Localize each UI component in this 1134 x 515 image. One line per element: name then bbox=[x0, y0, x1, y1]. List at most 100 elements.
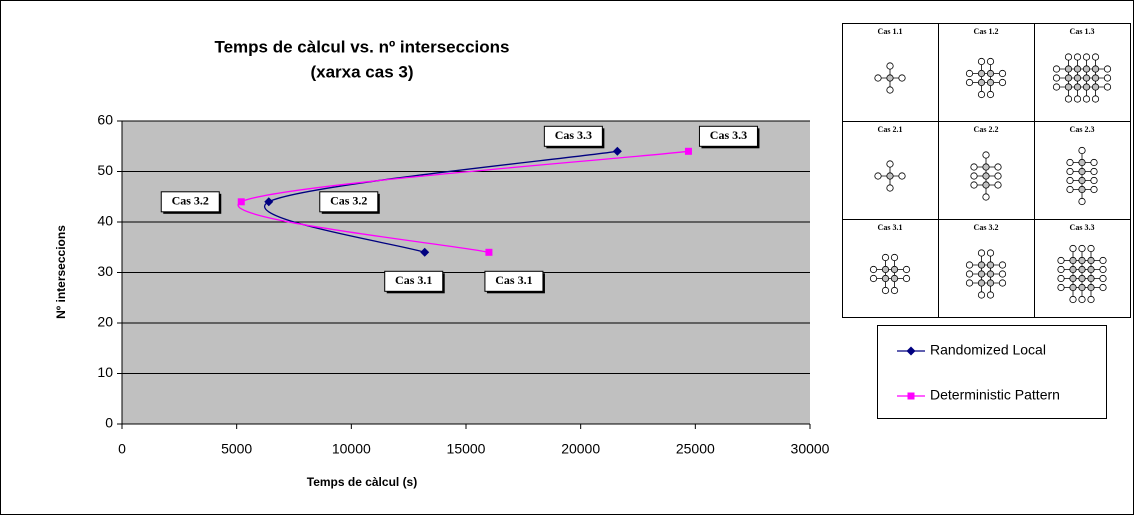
diagram-node bbox=[1078, 197, 1086, 206]
diagram-node bbox=[965, 78, 974, 87]
diagram-node bbox=[977, 90, 986, 99]
diagram-node bbox=[1064, 53, 1073, 61]
chart-title: Temps de càlcul vs. nº interseccions bbox=[214, 37, 509, 56]
diagram-node bbox=[1090, 185, 1098, 194]
diagram-node bbox=[986, 69, 995, 78]
diagram-node bbox=[1064, 65, 1073, 73]
diagram-node bbox=[1087, 283, 1095, 292]
x-tick-label: 30000 bbox=[791, 441, 830, 457]
diagram-node bbox=[1057, 283, 1065, 292]
diagram-node bbox=[1099, 283, 1107, 292]
x-tick-label: 25000 bbox=[676, 441, 715, 457]
marker bbox=[906, 346, 916, 356]
diagram-node bbox=[982, 151, 990, 159]
marker bbox=[264, 197, 274, 207]
point-label-box bbox=[160, 191, 220, 213]
diagram-node bbox=[1069, 265, 1077, 274]
diagram-node bbox=[982, 163, 990, 171]
diagram-node bbox=[869, 274, 878, 283]
diagram-node bbox=[1087, 274, 1095, 283]
diagram-node bbox=[902, 265, 911, 274]
case-label: Cas 1.3 bbox=[1070, 27, 1095, 36]
diagram-node bbox=[1090, 158, 1098, 167]
case-label: Cas 3.1 bbox=[878, 223, 903, 232]
diagram-node bbox=[986, 270, 995, 278]
diagram-node bbox=[986, 90, 995, 99]
y-tick-label: 40 bbox=[97, 213, 113, 229]
diagram-node bbox=[1087, 256, 1095, 265]
case-label: Cas 3.3 bbox=[1070, 223, 1095, 232]
legend bbox=[877, 325, 1107, 419]
diagram-node bbox=[902, 274, 911, 283]
case-cell bbox=[842, 23, 939, 122]
diagram-node bbox=[994, 172, 1002, 180]
diagram-node bbox=[1087, 295, 1095, 304]
diagram-node bbox=[1078, 283, 1086, 292]
diagram-node bbox=[986, 261, 995, 269]
diagram-node bbox=[1066, 185, 1074, 194]
marker bbox=[612, 146, 622, 156]
series-line bbox=[264, 150, 618, 253]
point-label: Cas 3.2 bbox=[172, 194, 209, 208]
diagram-node bbox=[1082, 74, 1091, 82]
case-cell bbox=[938, 23, 1035, 122]
point-label: Cas 3.3 bbox=[710, 128, 747, 142]
series-line bbox=[237, 150, 689, 253]
diagram-node bbox=[881, 274, 890, 283]
marker bbox=[684, 147, 692, 155]
diagram-node bbox=[1073, 74, 1082, 82]
case-label: Cas 2.3 bbox=[1070, 125, 1095, 134]
diagram-node bbox=[986, 57, 995, 66]
point-label: Cas 3.3 bbox=[555, 128, 592, 142]
diagram-node bbox=[1103, 83, 1112, 91]
diagram-node bbox=[890, 265, 899, 274]
diagram-node bbox=[1057, 256, 1065, 265]
diagram-node bbox=[977, 69, 986, 78]
diagram-node bbox=[1091, 74, 1100, 82]
diagram-node bbox=[1073, 53, 1082, 61]
chart-subtitle: (xarxa cas 3) bbox=[310, 62, 413, 81]
case-cell bbox=[1034, 23, 1131, 122]
y-tick-label: 0 bbox=[105, 415, 113, 431]
case-label: Cas 2.2 bbox=[974, 125, 999, 134]
diagram-node bbox=[881, 265, 890, 274]
diagram-node bbox=[1064, 95, 1073, 103]
legend-label: Deterministic Pattern bbox=[930, 387, 1060, 403]
diagram-node bbox=[881, 253, 890, 262]
diagram-node bbox=[1087, 244, 1095, 253]
diagram-node bbox=[1082, 53, 1091, 61]
diagram-node bbox=[982, 193, 990, 201]
diagram-node bbox=[886, 172, 894, 180]
diagram-node bbox=[886, 74, 894, 82]
diagram-node bbox=[970, 172, 978, 180]
diagram-node bbox=[965, 279, 974, 287]
marker bbox=[237, 198, 245, 206]
diagram-node bbox=[1078, 295, 1086, 304]
x-tick-label: 5000 bbox=[221, 441, 252, 457]
diagram-node bbox=[965, 69, 974, 78]
case-label: Cas 2.1 bbox=[878, 125, 903, 134]
diagram-node bbox=[1082, 83, 1091, 91]
case-cell bbox=[842, 121, 939, 220]
diagram-node bbox=[977, 270, 986, 278]
diagram-node bbox=[898, 74, 906, 82]
diagram-node bbox=[890, 286, 899, 295]
diagram-node bbox=[998, 270, 1007, 278]
diagram-node bbox=[1069, 256, 1077, 265]
x-tick-label: 0 bbox=[118, 441, 126, 457]
diagram-node bbox=[1090, 176, 1098, 185]
diagram-node bbox=[986, 279, 995, 287]
y-tick-label: 50 bbox=[97, 162, 113, 178]
diagram-node bbox=[1078, 146, 1086, 155]
diagram-node bbox=[977, 249, 986, 257]
x-axis-label: Temps de càlcul (s) bbox=[307, 475, 417, 489]
diagram-node bbox=[977, 261, 986, 269]
diagram-node bbox=[1078, 256, 1086, 265]
diagram-node bbox=[998, 279, 1007, 287]
diagram-node bbox=[1066, 158, 1074, 167]
x-tick-label: 20000 bbox=[561, 441, 600, 457]
cases-grid: Cas 1.1 Cas 1.2 Cas 1.3 Cas 2.1 Cas 2.2 Cas 2… bbox=[842, 23, 1131, 318]
diagram-node bbox=[1073, 95, 1082, 103]
diagram-node bbox=[986, 78, 995, 87]
point-label-box bbox=[319, 191, 379, 213]
